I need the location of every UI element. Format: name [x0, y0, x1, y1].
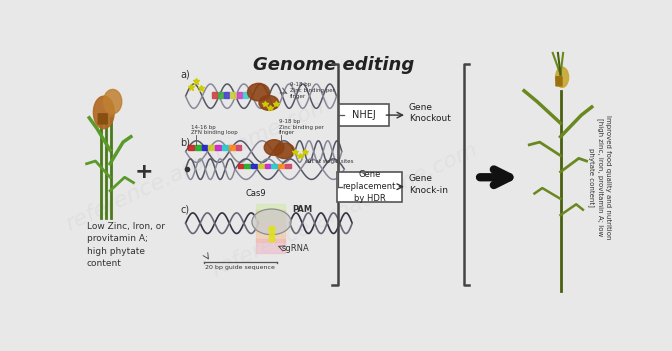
Bar	[278, 164, 284, 168]
Bar	[230, 92, 236, 98]
Bar	[258, 164, 263, 168]
FancyBboxPatch shape	[337, 172, 402, 201]
Circle shape	[104, 120, 108, 122]
FancyBboxPatch shape	[339, 104, 388, 126]
Ellipse shape	[275, 143, 294, 159]
Text: cut at single sites: cut at single sites	[305, 159, 354, 164]
Text: b): b)	[180, 137, 190, 147]
Bar	[202, 145, 208, 150]
Bar	[271, 164, 278, 168]
Circle shape	[556, 83, 558, 84]
Bar	[238, 164, 243, 168]
Text: reference.aroathome.com: reference.aroathome.com	[208, 139, 480, 280]
Text: Genome editing: Genome editing	[253, 56, 415, 74]
Text: sgRNA: sgRNA	[282, 244, 310, 253]
Circle shape	[98, 122, 101, 124]
Text: 9-18 bp
Zinc binding per
finger: 9-18 bp Zinc binding per finger	[280, 119, 324, 135]
Text: a): a)	[180, 69, 190, 80]
Text: Gene
Knockout: Gene Knockout	[409, 102, 451, 123]
Bar	[218, 92, 223, 98]
Bar	[224, 92, 229, 98]
Bar	[256, 210, 284, 242]
Circle shape	[101, 122, 104, 124]
Ellipse shape	[247, 83, 269, 101]
Circle shape	[98, 120, 101, 122]
Ellipse shape	[259, 95, 279, 110]
Text: 20 bp guide sequence: 20 bp guide sequence	[206, 265, 275, 270]
Bar	[285, 164, 291, 168]
Circle shape	[556, 85, 558, 86]
Circle shape	[560, 78, 562, 79]
Text: Gene
Knock-in: Gene Knock-in	[409, 174, 448, 195]
Bar	[237, 92, 242, 98]
Circle shape	[558, 81, 560, 83]
Bar	[256, 204, 284, 220]
Bar	[195, 145, 201, 150]
Circle shape	[556, 80, 558, 81]
Circle shape	[101, 114, 104, 115]
Bar	[236, 145, 241, 150]
Ellipse shape	[264, 140, 284, 155]
Text: NHEJ: NHEJ	[352, 110, 376, 120]
Circle shape	[560, 85, 562, 86]
Text: Improved food quality and nutrition
[high zinc, iron, provitamin A; low
phytate : Improved food quality and nutrition [hig…	[588, 115, 612, 239]
Circle shape	[104, 116, 108, 118]
Circle shape	[556, 81, 558, 83]
Circle shape	[560, 80, 562, 81]
Ellipse shape	[556, 67, 569, 87]
Circle shape	[98, 118, 101, 120]
Ellipse shape	[252, 209, 291, 235]
Circle shape	[101, 118, 104, 120]
Bar	[212, 92, 217, 98]
Text: 14-16 bp
ZFN binding loop: 14-16 bp ZFN binding loop	[191, 125, 237, 135]
Circle shape	[104, 122, 108, 124]
Circle shape	[101, 120, 104, 122]
Circle shape	[556, 78, 558, 79]
Circle shape	[558, 77, 560, 78]
Bar	[269, 226, 274, 241]
Text: Low Zinc, Iron, or
provitamin A;
high phytate
content: Low Zinc, Iron, or provitamin A; high ph…	[87, 221, 165, 268]
Text: 9-18 bp
Zinc binding per
finger: 9-18 bp Zinc binding per finger	[290, 82, 335, 99]
Ellipse shape	[93, 96, 114, 128]
Circle shape	[558, 80, 560, 81]
Bar	[228, 145, 235, 150]
Circle shape	[560, 83, 562, 84]
Ellipse shape	[103, 90, 122, 114]
Bar	[243, 92, 248, 98]
Circle shape	[558, 85, 560, 86]
Circle shape	[560, 77, 562, 78]
Circle shape	[556, 77, 558, 78]
Text: Gene
replacement
by HDR: Gene replacement by HDR	[343, 171, 396, 203]
Circle shape	[98, 116, 101, 118]
Circle shape	[104, 118, 108, 120]
Bar	[188, 145, 194, 150]
Bar	[215, 145, 221, 150]
Circle shape	[98, 114, 101, 115]
Circle shape	[101, 116, 104, 118]
Circle shape	[558, 78, 560, 79]
Text: c): c)	[180, 205, 190, 215]
Circle shape	[104, 114, 108, 115]
Bar	[265, 164, 270, 168]
Bar	[208, 145, 214, 150]
Text: Cas9: Cas9	[245, 189, 266, 198]
Bar	[245, 164, 250, 168]
Bar	[222, 145, 228, 150]
Circle shape	[560, 81, 562, 83]
Text: +: +	[134, 162, 153, 182]
Text: PAM: PAM	[292, 205, 312, 214]
Bar	[256, 239, 284, 253]
Bar	[251, 164, 257, 168]
Circle shape	[558, 83, 560, 84]
Text: reference.aroathome.com: reference.aroathome.com	[62, 93, 335, 234]
